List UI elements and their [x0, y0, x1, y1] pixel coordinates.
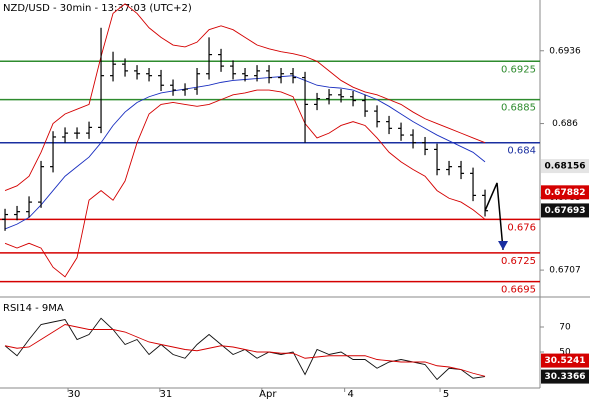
price-box-label: 30.5241 [545, 356, 586, 366]
x-tick-label: 5 [443, 389, 449, 400]
forecast-arrow [484, 182, 504, 251]
y-tick-label: 0.6936 [549, 46, 581, 56]
x-tick-label: Apr [259, 389, 277, 400]
level-label: 0.684 [507, 146, 536, 157]
price-box [541, 369, 589, 384]
price-box [541, 159, 589, 174]
price-box-label: 0.68156 [545, 162, 586, 172]
level-label: 0.676 [507, 222, 536, 233]
overlay-line [4, 3, 486, 192]
y-tick-label: 70 [559, 323, 571, 333]
y-tick-label: 0.686 [552, 119, 578, 129]
x-tick-label: 30 [68, 389, 81, 400]
series-line [4, 324, 486, 377]
overlay-line [4, 89, 486, 278]
price-box-label: 0.67693 [545, 206, 586, 216]
price-box-label: 30.3366 [545, 372, 586, 382]
price-box-label: 0.67882 [545, 188, 586, 198]
level-label: 0.6725 [501, 256, 536, 267]
x-tick-label: 4 [347, 389, 353, 400]
level-label: 0.6695 [501, 285, 536, 296]
level-label: 0.6925 [501, 64, 536, 75]
y-tick-label: 0.6707 [549, 266, 581, 276]
price-box [541, 185, 589, 200]
y-tick-label: 50 [559, 348, 571, 358]
forecast-arrowhead [498, 240, 509, 250]
price-box [541, 203, 589, 218]
chart-title: RSI14 - 9MA [3, 303, 64, 314]
x-tick-label: 31 [159, 389, 172, 400]
level-label: 0.6885 [501, 103, 536, 114]
price-box [541, 353, 589, 368]
chart-title: NZD/USD - 30min - 13:37:03 (UTC+2) [3, 3, 192, 14]
